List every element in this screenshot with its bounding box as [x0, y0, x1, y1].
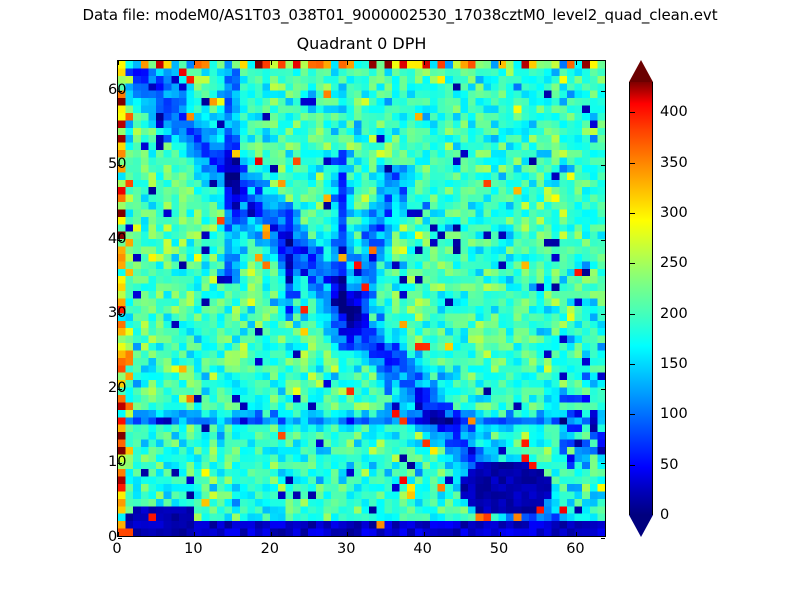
y-tick-label: 40	[108, 230, 127, 247]
x-tick	[347, 61, 349, 65]
colorbar-tick-label: 400	[660, 104, 688, 121]
heatmap-axes[interactable]	[117, 60, 606, 539]
y-tick	[601, 90, 605, 92]
colorbar-tick-label: 150	[660, 355, 688, 372]
y-tick	[118, 90, 122, 92]
y-tick	[118, 463, 122, 465]
colorbar-tick-label: 300	[660, 204, 688, 221]
colorbar-tick	[630, 414, 635, 416]
y-tick	[601, 463, 605, 465]
y-tick-label: 10	[108, 454, 127, 471]
x-tick-label: 10	[184, 541, 203, 557]
x-tick-label: 40	[413, 541, 432, 557]
colorbar[interactable]	[629, 60, 653, 537]
x-tick-label: 0	[112, 541, 122, 557]
x-tick-label: 30	[336, 541, 356, 557]
x-tick	[270, 532, 272, 536]
colorbar-tick-label: 50	[660, 456, 679, 473]
x-tick	[118, 532, 119, 536]
y-tick	[118, 239, 122, 241]
colorbar-extend-max-arrow	[629, 60, 653, 82]
x-tick-label: 60	[566, 541, 585, 557]
x-tick-label: 20	[260, 541, 280, 557]
y-tick-label: 20	[108, 379, 127, 396]
y-tick	[601, 538, 605, 539]
colorbar-tick	[630, 162, 635, 164]
dph-heatmap-image	[118, 61, 605, 536]
plot-title: Quadrant 0 DPH	[296, 34, 427, 53]
x-tick	[194, 532, 196, 536]
x-tick	[500, 61, 502, 65]
colorbar-tick	[630, 263, 635, 265]
colorbar-extend-min-arrow	[629, 515, 653, 537]
colorbar-tick-label: 100	[660, 406, 688, 423]
colorbar-tick	[630, 212, 635, 214]
y-tick	[118, 165, 122, 167]
y-tick	[601, 388, 605, 390]
y-tick	[601, 314, 605, 316]
y-tick	[601, 165, 605, 167]
y-tick	[118, 314, 122, 316]
y-tick	[118, 538, 122, 539]
x-tick	[423, 532, 425, 536]
x-tick	[576, 61, 578, 65]
colorbar-tick	[630, 363, 635, 365]
y-tick	[118, 388, 122, 390]
colorbar-gradient	[629, 82, 653, 516]
colorbar-tick	[630, 112, 635, 114]
colorbar-tick	[630, 464, 635, 466]
colorbar-tick-label: 0	[660, 507, 670, 523]
colorbar-tick-label: 250	[660, 255, 688, 272]
x-tick	[500, 532, 502, 536]
x-tick-label: 50	[489, 541, 509, 557]
y-tick	[601, 239, 605, 241]
data-file-title: Data file: modeM0/AS1T03_038T01_90000025…	[82, 6, 718, 24]
y-tick-label: 50	[108, 156, 127, 173]
x-tick	[118, 61, 119, 65]
x-tick	[576, 532, 578, 536]
colorbar-tick-label: 350	[660, 154, 688, 171]
x-tick	[347, 532, 349, 536]
y-tick-label: 60	[108, 81, 127, 98]
colorbar-tick	[630, 313, 635, 315]
y-tick-label: 30	[108, 305, 127, 322]
x-tick	[270, 61, 272, 65]
colorbar-tick-label: 200	[660, 305, 688, 322]
x-tick	[423, 61, 425, 65]
y-tick-label: 0	[108, 529, 118, 545]
x-tick	[194, 61, 196, 65]
